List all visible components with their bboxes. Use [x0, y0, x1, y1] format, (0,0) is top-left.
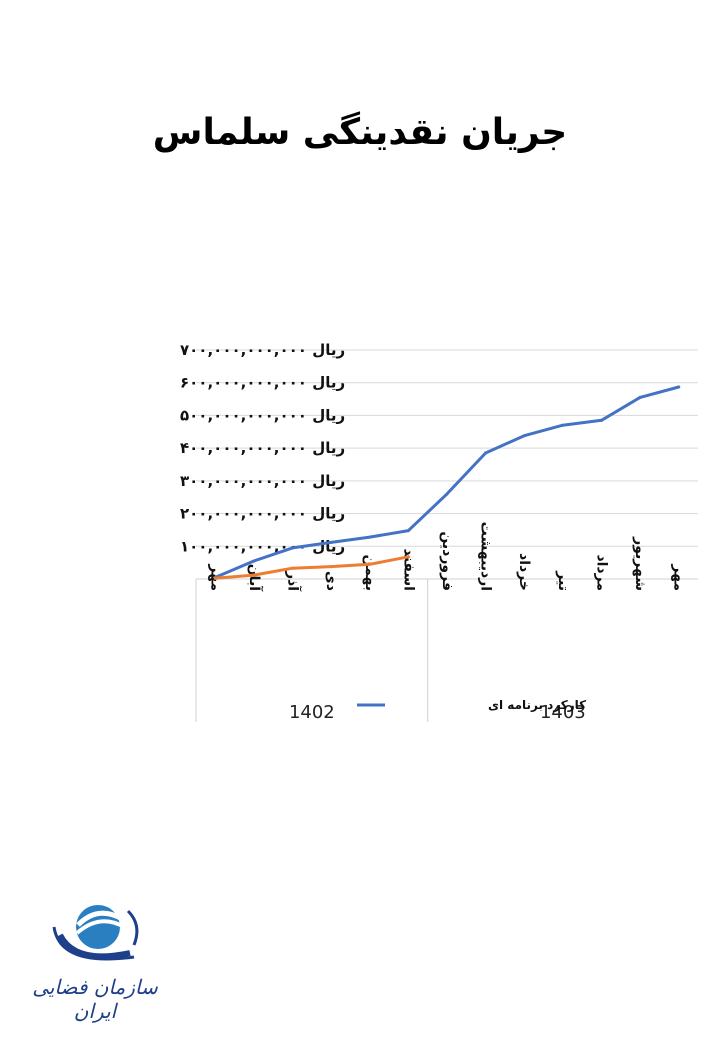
x-tick-label: تیر: [555, 570, 571, 591]
logo-emblem-icon: [52, 905, 139, 961]
x-tick-label: اردیبهشت: [478, 522, 494, 591]
y-axis-ticks: ریال ۱۰۰,۰۰۰,۰۰۰,۰۰۰ ریال ۲۰۰,۰۰۰,۰۰۰,۰۰۰…: [180, 341, 345, 555]
data-point: [522, 434, 526, 438]
data-point: [291, 566, 295, 570]
legend-label: کارکرد برنامه ای: [488, 698, 586, 712]
data-point: [291, 546, 295, 550]
page-title: جریان نقدینگی سلماس: [152, 112, 568, 153]
data-point: [213, 576, 217, 580]
series-line-1: [213, 555, 410, 580]
data-point: [329, 565, 333, 569]
chart: ریال ۱۰۰,۰۰۰,۰۰۰,۰۰۰ ریال ۲۰۰,۰۰۰,۰۰۰,۰۰۰…: [180, 341, 698, 723]
data-point: [484, 451, 488, 455]
data-point: [561, 423, 565, 427]
data-point: [406, 529, 410, 533]
series-lines: [213, 385, 681, 580]
y-tick-label: ریال ۶۰۰,۰۰۰,۰۰۰,۰۰۰: [180, 374, 345, 392]
x-tick-label: آبان: [246, 564, 264, 592]
x-axis-ticks: مهر آبان آذر دی بهمن اسفند فروردین اردیبهشت خردا…: [207, 522, 686, 593]
y-tick-label: ریال ۵۰۰,۰۰۰,۰۰۰,۰۰۰: [180, 406, 345, 424]
x-tick-label: دی: [323, 571, 339, 591]
x-tick-label: آذر: [285, 570, 303, 592]
data-point: [252, 559, 256, 563]
legend: کارکرد برنامه ای: [357, 698, 586, 712]
grid-lines: [196, 349, 698, 547]
logo: [52, 905, 139, 961]
data-point: [329, 540, 333, 544]
data-point: [252, 573, 256, 577]
data-point: [599, 418, 603, 422]
data-point: [406, 555, 410, 559]
x-tick-label: خرداد: [516, 553, 532, 591]
year-group-label: 1403: [540, 702, 586, 723]
data-point: [677, 385, 681, 389]
y-tick-label: ریال ۱۰۰,۰۰۰,۰۰۰,۰۰۰: [180, 537, 345, 555]
y-tick-label: ریال ۴۰۰,۰۰۰,۰۰۰,۰۰۰: [180, 439, 345, 457]
y-tick-label: ریال ۷۰۰,۰۰۰,۰۰۰,۰۰۰: [180, 341, 345, 359]
x-tick-label: شهریور: [632, 536, 648, 591]
y-tick-label: ریال ۲۰۰,۰۰۰,۰۰۰,۰۰۰: [180, 505, 345, 523]
logo-text: سازمان فضایی ایران: [32, 975, 158, 1023]
x-tick-label: مرداد: [593, 554, 609, 591]
data-point: [638, 395, 642, 399]
x-tick-label: مهر: [671, 563, 687, 591]
data-point: [368, 535, 372, 539]
x-tick-label: فروردین: [439, 531, 455, 591]
x-tick-label: بهمن: [362, 555, 378, 591]
x-tick-label: اسفند: [400, 549, 416, 591]
data-point: [368, 562, 372, 566]
x-axis: [195, 578, 698, 722]
year-group-label: 1402: [289, 702, 335, 723]
y-tick-label: ریال ۳۰۰,۰۰۰,۰۰۰,۰۰۰: [180, 472, 345, 490]
data-point: [445, 492, 449, 496]
x-axis-groups: 1402 1403: [289, 702, 586, 723]
